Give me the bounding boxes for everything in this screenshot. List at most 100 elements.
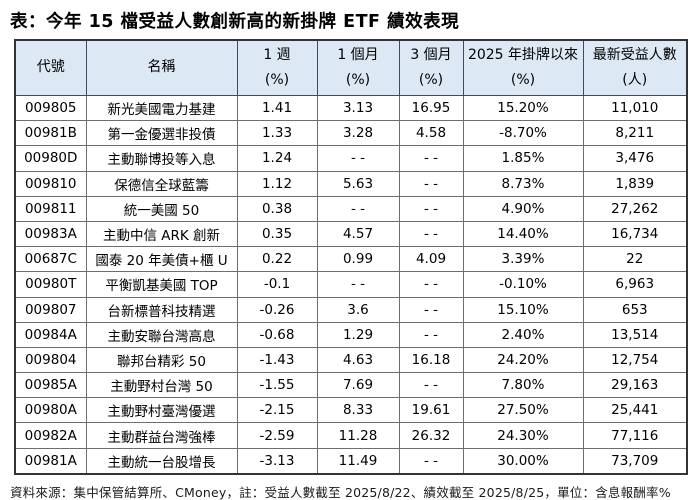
header-label: 1 週 xyxy=(263,47,291,64)
cell-name: 保德信全球藍籌 xyxy=(85,170,238,197)
source-note: 資料來源：集中保管結算所、CMoney，註：受益人數截至 2025/8/22、績… xyxy=(10,484,671,500)
cell-since-listing: 2.40% xyxy=(462,321,584,348)
column-header-since-listing: 2025 年掛牌以來 (%) xyxy=(462,39,584,96)
cell-since-listing: 15.20% xyxy=(462,94,584,122)
table-row: 00981B 第一金優選非投債 1.33 3.28 4.58 -8.70% 8,211 xyxy=(14,120,688,147)
cell-1m: 3.28 xyxy=(316,120,400,147)
header-label: 名稱 xyxy=(147,59,176,76)
cell-holders: 27,262 xyxy=(582,195,688,222)
table-row: 009811 統一美國 50 0.38- -- -4.90% 27,262 xyxy=(14,195,688,222)
cell-holders: 1,839 xyxy=(582,170,688,197)
cell-1w: -0.1 xyxy=(236,271,318,298)
cell-code: 009807 xyxy=(14,296,87,323)
cell-1w: 0.35 xyxy=(236,220,318,248)
cell-since-listing: -0.10% xyxy=(462,271,584,298)
header-label: 2025 年掛牌以來 xyxy=(467,47,579,64)
table-row: 00980T 平衡凱基美國 TOP -0.1- -- - -0.10% 6,963 xyxy=(14,271,688,298)
cell-code: 009811 xyxy=(14,195,87,222)
cell-holders: 6,963 xyxy=(582,271,688,298)
cell-name: 國泰 20 年美債+櫃 U xyxy=(85,246,238,273)
cell-holders: 3,476 xyxy=(582,145,688,172)
cell-1m: 1.29 xyxy=(316,321,400,348)
cell-1m: 4.57 xyxy=(316,220,400,248)
column-header-1m: 1 個月 (%) xyxy=(316,39,400,96)
header-unit: (%) xyxy=(418,71,444,88)
table-body: 009805 新光美國電力基建 1.41 3.13 16.95 15.20% 11,010 0… xyxy=(14,94,688,475)
cell-since-listing: 7.80% xyxy=(462,372,584,399)
column-header-holders: 最新受益人數 (人) xyxy=(582,39,688,96)
cell-since-listing: 27.50% xyxy=(462,397,584,424)
cell-code: 00983A xyxy=(14,220,87,248)
cell-since-listing: 30.00% xyxy=(462,447,584,475)
table-row: 00687C 國泰 20 年美債+櫃 U 0.22 0.99 4.09 3.39% 22 xyxy=(14,246,688,273)
cell-3m: - - xyxy=(398,296,464,323)
table-row: 009810 保德信全球藍籌 1.12 5.63- -8.73% 1,839 xyxy=(14,170,688,197)
cell-1w: -1.55 xyxy=(236,372,318,399)
page-title: 表：今年 15 檔受益人數創新高的新掛牌 ETF 績效表現 xyxy=(10,12,460,32)
cell-1m: 11.49 xyxy=(316,447,400,475)
cell-3m: - - xyxy=(398,447,464,475)
column-header-code: 代號 xyxy=(14,39,87,96)
cell-since-listing: 3.39% xyxy=(462,246,584,273)
cell-name: 主動野村臺灣優選 xyxy=(85,397,238,424)
table-row: 009804 聯邦台精彩 50 -1.43 4.63 16.18 24.20% 12,754 xyxy=(14,346,688,374)
cell-code: 009810 xyxy=(14,170,87,197)
table-row: 00980A 主動野村臺灣優選 -2.15 8.33 19.61 27.50% 25,441 xyxy=(14,397,688,424)
cell-since-listing: 1.85% xyxy=(462,145,584,172)
etf-performance-table: 代號 名稱 1 週 (%) 1 個月 (%) 3 個月 (%) 2025 年掛牌以來 (%) 最新受… xyxy=(14,39,688,475)
cell-1m: 3.13 xyxy=(316,94,400,122)
header-label: 代號 xyxy=(36,59,65,76)
cell-1w: 1.33 xyxy=(236,120,318,147)
cell-name: 主動野村台灣 50 xyxy=(85,372,238,399)
cell-1w: -3.13 xyxy=(236,447,318,475)
cell-since-listing: 24.20% xyxy=(462,346,584,374)
cell-code: 00981A xyxy=(14,447,87,475)
cell-holders: 29,163 xyxy=(582,372,688,399)
cell-code: 009804 xyxy=(14,346,87,374)
cell-3m: - - xyxy=(398,321,464,348)
cell-code: 00980D xyxy=(14,145,87,172)
cell-holders: 22 xyxy=(582,246,688,273)
cell-3m: 16.95 xyxy=(398,94,464,122)
header-row: 代號 名稱 1 週 (%) 1 個月 (%) 3 個月 (%) 2025 年掛牌以來 (%) 最新受… xyxy=(14,39,688,96)
table-row: 009807 台新標普科技精選 -0.26 3.6- -15.10% 653 xyxy=(14,296,688,323)
cell-name: 主動統一台股增長 xyxy=(85,447,238,475)
cell-since-listing: 4.90% xyxy=(462,195,584,222)
cell-1w: 1.24 xyxy=(236,145,318,172)
cell-3m: 4.09 xyxy=(398,246,464,273)
cell-1m: 3.6 xyxy=(316,296,400,323)
cell-3m: - - xyxy=(398,372,464,399)
header-label: 1 個月 xyxy=(337,47,379,64)
cell-1m: 8.33 xyxy=(316,397,400,424)
cell-1m: - - xyxy=(316,145,400,172)
cell-since-listing: 15.10% xyxy=(462,296,584,323)
cell-holders: 653 xyxy=(582,296,688,323)
cell-3m: - - xyxy=(398,271,464,298)
cell-holders: 13,514 xyxy=(582,321,688,348)
table-row: 00982A 主動群益台灣強棒 -2.59 11.28 26.32 24.30% 77,11… xyxy=(14,422,688,449)
cell-name: 主動群益台灣強棒 xyxy=(85,422,238,449)
header-label: 3 個月 xyxy=(410,47,452,64)
table-row: 00983A 主動中信 ARK 創新 0.35 4.57- -14.40% 16,734 xyxy=(14,220,688,248)
cell-holders: 73,709 xyxy=(582,447,688,475)
cell-name: 主動聯博投等入息 xyxy=(85,145,238,172)
cell-holders: 11,010 xyxy=(582,94,688,122)
cell-1w: -2.59 xyxy=(236,422,318,449)
table-row: 009805 新光美國電力基建 1.41 3.13 16.95 15.20% 11,010 xyxy=(14,94,688,122)
cell-1m: - - xyxy=(316,195,400,222)
cell-holders: 8,211 xyxy=(582,120,688,147)
cell-since-listing: 8.73% xyxy=(462,170,584,197)
column-header-name: 名稱 xyxy=(85,39,238,96)
table-row: 00980D 主動聯博投等入息 1.24- -- -1.85% 3,476 xyxy=(14,145,688,172)
table-row: 00984A 主動安聯台灣高息 -0.68 1.29- -2.40% 13,514 xyxy=(14,321,688,348)
cell-1m: 7.69 xyxy=(316,372,400,399)
cell-1w: -0.68 xyxy=(236,321,318,348)
cell-name: 主動安聯台灣高息 xyxy=(85,321,238,348)
cell-name: 統一美國 50 xyxy=(85,195,238,222)
cell-1w: 0.22 xyxy=(236,246,318,273)
cell-code: 00984A xyxy=(14,321,87,348)
cell-code: 00980T xyxy=(14,271,87,298)
cell-since-listing: -8.70% xyxy=(462,120,584,147)
cell-holders: 16,734 xyxy=(582,220,688,248)
cell-1w: -1.43 xyxy=(236,346,318,374)
